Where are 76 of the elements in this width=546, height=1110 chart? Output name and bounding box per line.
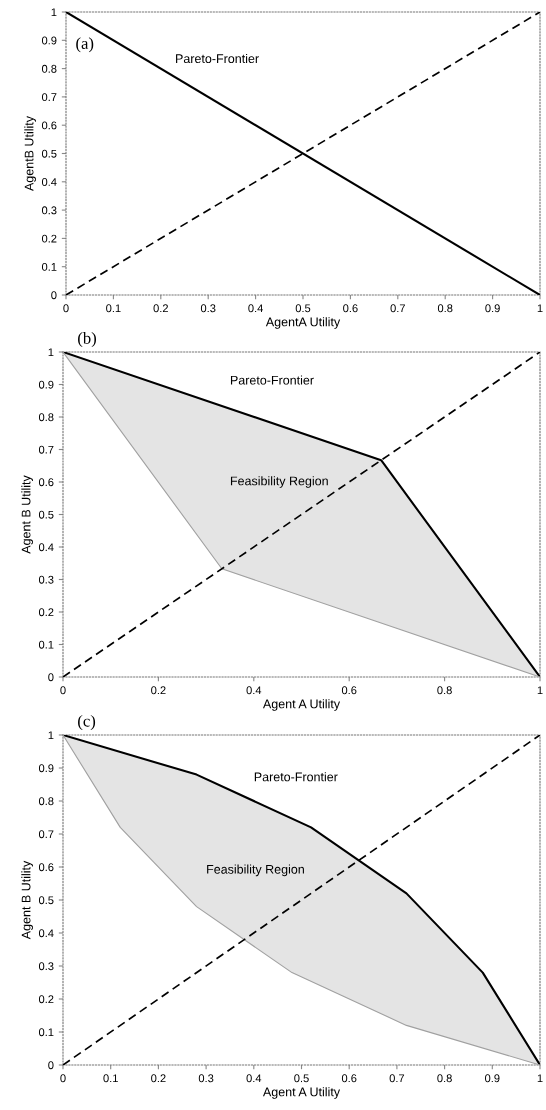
- x-axis-title: Agent A Utility: [262, 1087, 341, 1099]
- x-tick-label: 0.2: [153, 304, 168, 313]
- y-tick-label: 0.3: [38, 575, 54, 584]
- x-tick-label: 0: [63, 304, 69, 313]
- y-tick-label: 0.3: [38, 962, 54, 971]
- x-tick-label: 0.6: [343, 304, 358, 313]
- y-tick-label: 0.5: [38, 510, 54, 519]
- y-tick-label: 0.8: [38, 797, 54, 806]
- y-tick-label: 0.5: [41, 149, 57, 158]
- y-tick-label: 0.9: [41, 36, 57, 45]
- y-tick-label: 0.1: [38, 1028, 54, 1037]
- x-tick-label: 0.1: [103, 1074, 118, 1083]
- x-tick-label: 0.5: [294, 1074, 309, 1083]
- x-tick-label: 0.6: [341, 686, 357, 695]
- y-tick-label: 0.9: [38, 764, 54, 773]
- y-tick-label: 0: [48, 1061, 54, 1070]
- annotation: Feasibility Region: [230, 476, 328, 488]
- x-tick-label: 0.3: [198, 1074, 214, 1083]
- annotation: (a): [76, 37, 94, 53]
- x-tick-label: 0.4: [246, 686, 262, 695]
- x-tick-label: 1: [537, 304, 543, 313]
- x-tick-label: 0.2: [151, 686, 166, 695]
- y-tick-label: 0.5: [38, 896, 54, 905]
- y-tick-label: 0.4: [38, 929, 54, 938]
- x-tick-label: 0.7: [390, 304, 405, 313]
- x-tick-label: 0.9: [485, 1074, 500, 1083]
- y-tick-label: 1: [51, 8, 57, 17]
- chart-title: (b): [78, 332, 97, 348]
- line-series: [63, 735, 540, 1065]
- y-tick-label: 0.7: [38, 445, 54, 454]
- x-tick-label: 0.8: [437, 304, 453, 313]
- x-tick-label: 0.9: [485, 304, 500, 313]
- y-axis-title: Agent B Utility: [21, 860, 33, 940]
- y-tick-label: 0: [48, 673, 54, 682]
- y-tick-label: 0.6: [41, 121, 57, 130]
- y-tick-label: 1: [48, 731, 54, 740]
- y-tick-label: 0.2: [38, 995, 54, 1004]
- x-tick-label: 0.4: [246, 1074, 262, 1083]
- y-tick-label: 0.8: [38, 413, 54, 422]
- y-axis-title: Agent B Utility: [21, 475, 33, 554]
- y-tick-label: 0.2: [38, 608, 54, 617]
- y-tick-label: 0.1: [38, 640, 54, 649]
- x-tick-label: 0.8: [437, 686, 452, 695]
- annotation: Pareto-Frontier: [176, 53, 259, 64]
- x-tick-label: 0.8: [437, 1074, 452, 1083]
- x-tick-label: 0.2: [151, 1074, 166, 1083]
- x-axis-title: Agent A Utility: [262, 699, 341, 711]
- y-tick-label: 0.3: [41, 206, 57, 215]
- y-tick-label: 0.7: [41, 93, 57, 102]
- x-tick-label: 0.3: [200, 304, 216, 313]
- x-tick-label: 0.6: [341, 1074, 357, 1083]
- y-axis-title: AgentB Utility: [24, 116, 36, 191]
- x-tick-label: 1: [537, 1074, 543, 1083]
- x-tick-label: 0: [60, 686, 66, 695]
- y-tick-label: 0.2: [41, 234, 57, 243]
- annotation: Pareto-Frontier: [254, 772, 338, 782]
- y-tick-label: 0.7: [38, 830, 54, 839]
- chart-title: (c): [78, 714, 96, 731]
- y-tick-label: 0.6: [38, 478, 54, 487]
- y-tick-label: 0.6: [38, 863, 54, 872]
- x-tick-label: 0.4: [248, 304, 263, 313]
- x-tick-label: 0.7: [389, 1074, 405, 1083]
- x-tick-label: 1: [537, 686, 543, 695]
- y-tick-label: 0.4: [41, 178, 57, 186]
- y-tick-label: 0.1: [41, 262, 57, 271]
- y-tick-label: 1: [48, 348, 54, 357]
- x-tick-label: 0.1: [106, 304, 121, 313]
- y-tick-label: 0: [51, 291, 57, 300]
- y-tick-label: 0.8: [41, 64, 57, 73]
- x-tick-label: 0: [60, 1074, 66, 1083]
- y-tick-label: 0.4: [38, 543, 54, 552]
- x-tick-label: 0.5: [295, 304, 311, 313]
- y-tick-label: 0.9: [38, 380, 54, 389]
- annotation: Pareto-Frontier: [230, 375, 314, 385]
- annotation: Feasibility Region: [207, 864, 304, 877]
- x-axis-title: AgentA Utility: [265, 317, 341, 329]
